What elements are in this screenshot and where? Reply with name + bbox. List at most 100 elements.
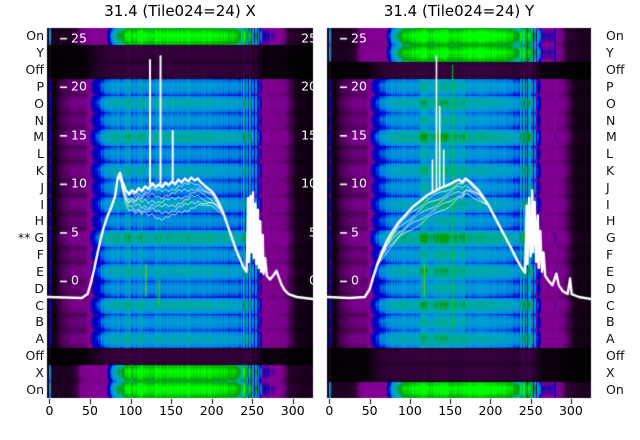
row-label-right-5: N xyxy=(606,112,616,128)
x-tick-label: 50 xyxy=(82,403,98,418)
row-label-left-6: M xyxy=(0,129,44,145)
row-label-text: E xyxy=(36,263,44,279)
x-tick-label: 100 xyxy=(118,403,143,418)
x-tick-label: 0 xyxy=(45,403,54,418)
row-marker: ** xyxy=(17,229,31,245)
row-label-text: K xyxy=(35,162,44,178)
y-tick-label: 10 xyxy=(351,175,367,191)
row-label-text: Off xyxy=(25,347,44,363)
row-label-text: On xyxy=(26,381,44,397)
y-tick-label: 0 xyxy=(71,272,79,288)
row-label-right-18: A xyxy=(606,330,615,346)
row-label-text: O xyxy=(34,95,44,111)
x-tick-label: 150 xyxy=(159,403,184,418)
y-tick-label-right: 20 xyxy=(301,78,317,94)
row-label-left-21: On xyxy=(0,383,44,396)
row-label-left-2: Off xyxy=(0,61,44,77)
y-tick-label: 20 xyxy=(351,78,367,94)
row-label-text: On xyxy=(26,28,44,44)
y-tick-label: 25 xyxy=(71,30,87,46)
row-label-right-16: C xyxy=(606,297,615,313)
x-tick-label: 300 xyxy=(280,403,305,418)
x-tick-label: 200 xyxy=(199,403,224,418)
row-label-right-6: M xyxy=(606,129,617,145)
row-label-left-8: K xyxy=(0,162,44,178)
row-label-left-13: F xyxy=(0,248,44,262)
row-label-right-14: E xyxy=(606,263,614,279)
x-tick-label: 200 xyxy=(478,403,503,418)
row-label-left-11: H xyxy=(0,213,44,229)
row-label-text: Off xyxy=(25,61,44,77)
row-label-left-18: A xyxy=(0,330,44,346)
row-label-left-19: Off xyxy=(0,347,44,363)
row-label-right-13: F xyxy=(606,246,614,262)
row-label-text: C xyxy=(35,297,44,313)
x-tick-label: 0 xyxy=(325,403,334,418)
row-label-right-17: B xyxy=(606,314,615,330)
row-label-left-16: C xyxy=(0,299,44,312)
x-tick-label: 50 xyxy=(361,403,378,418)
row-label-left-17: B xyxy=(0,314,44,330)
row-label-text: X xyxy=(35,364,44,380)
row-label-left-9: J xyxy=(0,179,44,195)
row-label-right-12: G xyxy=(606,229,616,245)
row-label-text: G xyxy=(34,229,44,245)
y-tick-label: 5 xyxy=(71,224,79,240)
y-tick-label: 20 xyxy=(71,78,87,94)
y-tick-label: 15 xyxy=(71,127,87,143)
row-label-right-3: P xyxy=(606,78,614,94)
row-label-text: M xyxy=(33,129,44,145)
row-label-left-1: Y xyxy=(0,44,44,60)
row-label-left-10: I xyxy=(0,198,44,211)
y-tick-label: 15 xyxy=(351,127,367,143)
row-label-left-4: O xyxy=(0,97,44,110)
row-label-right-2: Off xyxy=(606,61,625,77)
row-label-right-8: K xyxy=(606,162,615,178)
x-tick-label: 300 xyxy=(558,403,583,418)
row-label-text: P xyxy=(36,78,44,94)
y-tick-label-right: 5 xyxy=(309,224,317,240)
row-label-text: L xyxy=(37,145,44,161)
row-label-right-19: Off xyxy=(606,347,625,363)
y-tick-label-right: 15 xyxy=(301,127,317,143)
x-tick-label: 100 xyxy=(397,403,422,418)
row-label-text: A xyxy=(35,330,44,346)
row-label-text: Y xyxy=(36,44,44,60)
y-tick-label-right: 0 xyxy=(309,272,317,288)
left-panel-title: 31.4 (Tile024=24) X xyxy=(104,2,256,20)
row-label-left-15: D xyxy=(0,282,44,295)
y-tick-label: 5 xyxy=(351,224,359,240)
row-label-left-5: N xyxy=(0,114,44,127)
row-label-text: I xyxy=(40,196,44,212)
y-tick-label: 25 xyxy=(351,30,367,46)
row-label-right-15: D xyxy=(606,280,616,296)
x-tick-label: 150 xyxy=(438,403,463,418)
row-label-text: B xyxy=(35,314,44,330)
y-tick-label-right: 25 xyxy=(301,30,317,46)
row-label-left-12: ** G xyxy=(0,229,44,245)
row-label-text: D xyxy=(34,280,44,296)
y-tick-label: 0 xyxy=(351,272,359,288)
right-panel-title: 31.4 (Tile024=24) Y xyxy=(383,2,535,20)
row-label-text: J xyxy=(40,179,44,195)
row-label-right-4: O xyxy=(606,95,616,111)
row-label-left-0: On xyxy=(0,28,44,44)
row-label-right-0: On xyxy=(606,28,624,44)
row-label-right-11: H xyxy=(606,213,616,229)
row-label-left-3: P xyxy=(0,78,44,94)
row-label-right-21: On xyxy=(606,381,624,397)
row-label-right-9: J xyxy=(606,179,610,195)
y-tick-label: 10 xyxy=(71,175,87,191)
y-tick-label-right: 10 xyxy=(301,175,317,191)
row-label-right-7: L xyxy=(606,145,613,161)
row-label-text: N xyxy=(34,112,44,128)
row-label-text: H xyxy=(34,213,44,229)
x-tick-label: 250 xyxy=(518,403,543,418)
row-label-left-20: X xyxy=(0,364,44,380)
row-label-left-7: L xyxy=(0,145,44,161)
row-label-right-20: X xyxy=(606,364,615,380)
row-label-right-10: I xyxy=(606,196,610,212)
x-tick-label: 250 xyxy=(240,403,265,418)
